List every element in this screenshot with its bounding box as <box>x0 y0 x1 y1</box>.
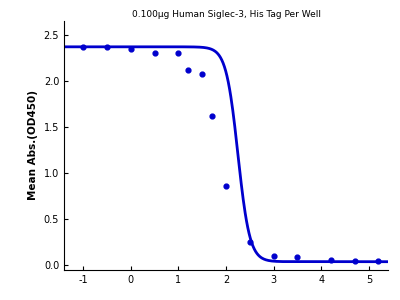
Point <box>247 240 253 245</box>
Point <box>151 51 158 56</box>
Point <box>185 68 191 72</box>
Point <box>375 258 382 263</box>
Point <box>270 254 277 259</box>
Point <box>175 51 182 56</box>
Title: 0.100μg Human Siglec-3, His Tag Per Well: 0.100μg Human Siglec-3, His Tag Per Well <box>132 10 320 19</box>
Point <box>223 184 229 188</box>
Point <box>128 46 134 51</box>
Point <box>294 255 301 260</box>
Y-axis label: Mean Abs.(OD450): Mean Abs.(OD450) <box>28 91 38 200</box>
Point <box>352 258 358 263</box>
Point <box>208 114 215 118</box>
Point <box>328 257 334 262</box>
Point <box>80 44 86 49</box>
Point <box>104 44 110 49</box>
Point <box>199 71 205 76</box>
